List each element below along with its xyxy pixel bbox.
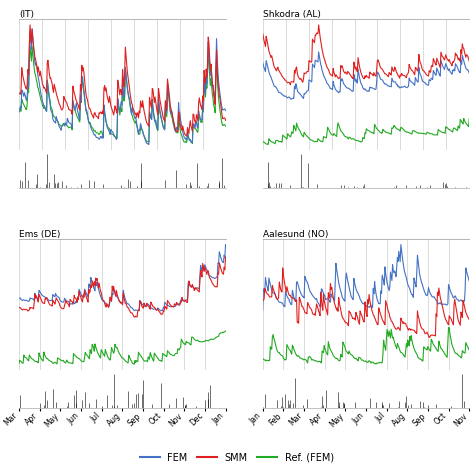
Text: (IT): (IT) bbox=[19, 10, 34, 19]
Text: Ems (DE): Ems (DE) bbox=[19, 229, 60, 238]
Legend: FEM, SMM, Ref. (FEM): FEM, SMM, Ref. (FEM) bbox=[137, 449, 337, 467]
Text: Shkodra (AL): Shkodra (AL) bbox=[263, 10, 320, 19]
Text: Aalesund (NO): Aalesund (NO) bbox=[263, 229, 328, 238]
